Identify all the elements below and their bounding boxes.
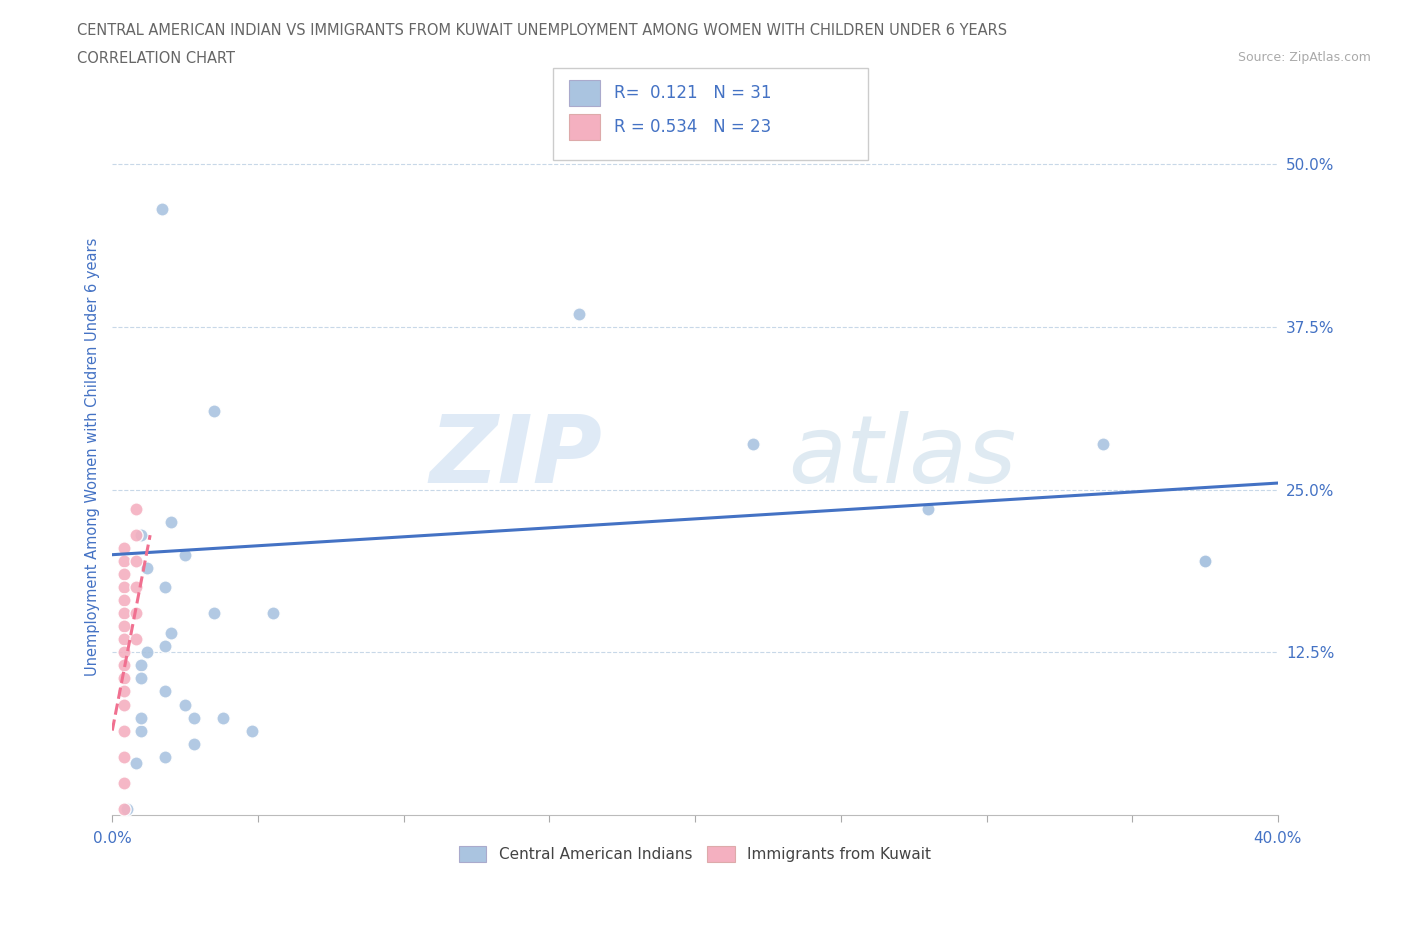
Point: [567, 306, 589, 321]
Point: [112, 684, 135, 699]
Point: [917, 501, 939, 516]
Point: [112, 632, 135, 647]
Text: R=  0.121   N = 31: R= 0.121 N = 31: [614, 84, 772, 102]
Point: [742, 436, 765, 451]
Point: [131, 658, 153, 673]
Point: [153, 750, 176, 764]
Point: [131, 671, 153, 686]
Point: [240, 724, 263, 738]
Point: [124, 632, 146, 647]
Point: [183, 737, 205, 751]
Point: [1194, 553, 1216, 568]
Point: [112, 724, 135, 738]
Point: [150, 202, 173, 217]
Point: [124, 553, 146, 568]
Text: CORRELATION CHART: CORRELATION CHART: [77, 51, 235, 66]
Point: [159, 514, 181, 529]
Point: [112, 645, 135, 660]
Point: [124, 527, 146, 542]
Point: [153, 684, 176, 699]
Text: CENTRAL AMERICAN INDIAN VS IMMIGRANTS FROM KUWAIT UNEMPLOYMENT AMONG WOMEN WITH : CENTRAL AMERICAN INDIAN VS IMMIGRANTS FR…: [77, 23, 1008, 38]
Point: [1092, 436, 1115, 451]
Point: [124, 579, 146, 594]
Text: R = 0.534   N = 23: R = 0.534 N = 23: [614, 118, 772, 137]
Point: [115, 802, 138, 817]
Legend: Central American Indians, Immigrants from Kuwait: Central American Indians, Immigrants fro…: [453, 841, 938, 869]
Point: [153, 639, 176, 654]
Point: [112, 553, 135, 568]
Point: [131, 724, 153, 738]
Point: [112, 592, 135, 607]
Point: [112, 802, 135, 817]
Point: [112, 750, 135, 764]
Point: [159, 626, 181, 641]
Point: [136, 645, 159, 660]
Text: Source: ZipAtlas.com: Source: ZipAtlas.com: [1237, 51, 1371, 64]
Point: [153, 579, 176, 594]
Point: [112, 671, 135, 686]
Point: [262, 605, 284, 620]
Point: [112, 540, 135, 555]
Point: [1194, 553, 1216, 568]
Point: [131, 527, 153, 542]
Y-axis label: Unemployment Among Women with Children Under 6 years: Unemployment Among Women with Children U…: [86, 238, 100, 676]
Point: [202, 605, 225, 620]
Point: [183, 711, 205, 725]
Point: [124, 605, 146, 620]
Point: [112, 776, 135, 790]
Point: [112, 698, 135, 712]
Point: [174, 698, 197, 712]
Point: [112, 619, 135, 634]
Point: [174, 547, 197, 562]
Point: [112, 566, 135, 581]
Point: [131, 711, 153, 725]
Point: [112, 605, 135, 620]
Point: [202, 404, 225, 418]
Text: atlas: atlas: [789, 411, 1017, 502]
Point: [112, 658, 135, 673]
Point: [124, 501, 146, 516]
Point: [212, 711, 235, 725]
Point: [136, 560, 159, 575]
Point: [112, 579, 135, 594]
Text: ZIP: ZIP: [429, 411, 602, 503]
Point: [124, 756, 146, 771]
